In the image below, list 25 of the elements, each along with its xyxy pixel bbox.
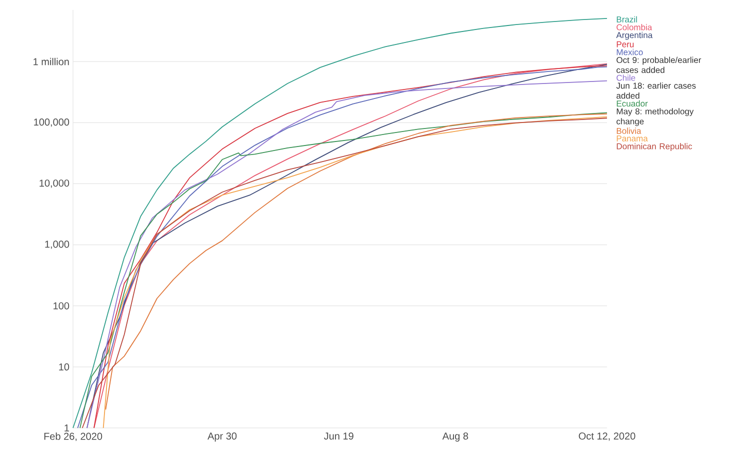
- y-tick-label: 1,000: [45, 240, 70, 249]
- y-tick-label: 10,000: [40, 180, 70, 188]
- y-tick-label: 10: [59, 363, 70, 370]
- text: Dominican Republic: [616, 143, 692, 151]
- text: Jun 18: earlier cases added: [616, 82, 696, 99]
- series-label: Bolivia: [616, 128, 642, 134]
- text: Oct 9: probable/earlier cases added: [616, 56, 702, 74]
- text: Colombia: [616, 24, 652, 30]
- x-tick-label: Feb 26, 2020: [44, 432, 102, 442]
- x-tick-label: Oct 12, 2020: [578, 432, 636, 441]
- y-tick-label: 1 million: [34, 58, 69, 66]
- text: Panama: [616, 136, 648, 142]
- series-label: Chile: [616, 74, 636, 81]
- series-label: Ecuador: [616, 100, 648, 107]
- text: May 8: methodology change: [616, 108, 694, 126]
- text: Peru: [616, 41, 634, 48]
- y-tick-label: 100,000: [34, 118, 70, 127]
- series-label: Mexico: [616, 48, 643, 56]
- y-tick-label: 1: [64, 424, 69, 432]
- x-tick-label: Aug 8: [442, 432, 468, 442]
- x-tick-label: Apr 30: [208, 432, 237, 442]
- text: Argentina: [616, 32, 653, 40]
- y-tick-label: 100: [54, 302, 70, 310]
- x-tick-label: Jun 19: [324, 432, 354, 440]
- series-label: Brazil: [616, 16, 637, 22]
